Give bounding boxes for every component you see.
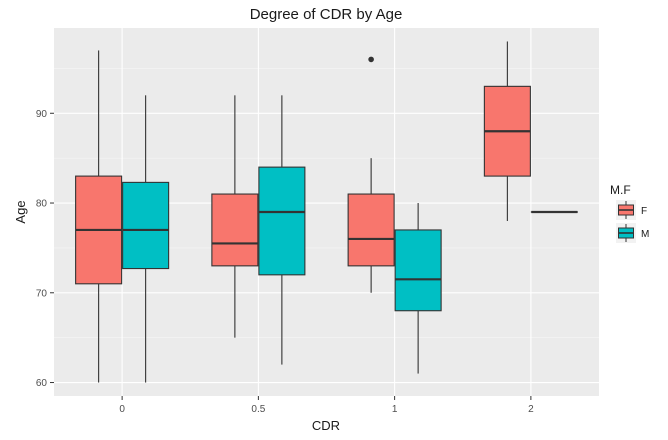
- x-tick-label: 0.5: [251, 404, 265, 415]
- y-axis-title: Age: [13, 200, 28, 223]
- legend-label: M: [641, 229, 649, 240]
- box-body: [258, 166, 306, 276]
- chart-title: Degree of CDR by Age: [250, 6, 403, 23]
- box-F-1: [347, 56, 395, 293]
- x-axis: 0 0.5 1 2: [119, 396, 534, 415]
- y-tick-label: 70: [36, 288, 48, 299]
- y-tick-label: 80: [36, 199, 48, 210]
- legend-label: F: [641, 206, 647, 217]
- box-M-1: [394, 203, 442, 374]
- y-tick-label: 60: [36, 378, 48, 389]
- outlier-point: [368, 56, 374, 63]
- legend-item-M: M: [616, 223, 649, 243]
- box-body: [394, 229, 442, 312]
- box-F-0.5: [211, 95, 259, 338]
- box-M-0: [122, 95, 170, 383]
- x-tick-label: 2: [528, 404, 534, 415]
- legend: M.F F M: [610, 183, 649, 243]
- box-body: [122, 181, 170, 270]
- x-tick-label: 1: [392, 404, 398, 415]
- box-M-0.5: [258, 95, 306, 365]
- box-body: [347, 193, 395, 267]
- y-tick-label: 90: [36, 109, 48, 120]
- box-body: [211, 193, 259, 267]
- box-F-0: [75, 50, 123, 383]
- x-axis-title: CDR: [312, 418, 340, 433]
- y-axis: 60 70 80 90: [36, 109, 54, 389]
- box-layer: [75, 41, 578, 383]
- legend-title: M.F: [610, 183, 631, 197]
- x-tick-label: 0: [119, 404, 125, 415]
- legend-item-F: F: [616, 200, 647, 220]
- box-F-2: [483, 41, 531, 221]
